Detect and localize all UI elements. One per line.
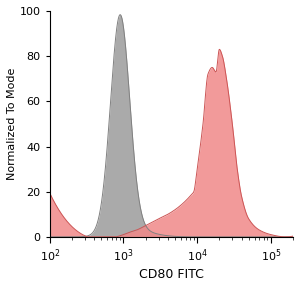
Y-axis label: Normalized To Mode: Normalized To Mode	[7, 68, 17, 180]
X-axis label: CD80 FITC: CD80 FITC	[139, 268, 204, 281]
